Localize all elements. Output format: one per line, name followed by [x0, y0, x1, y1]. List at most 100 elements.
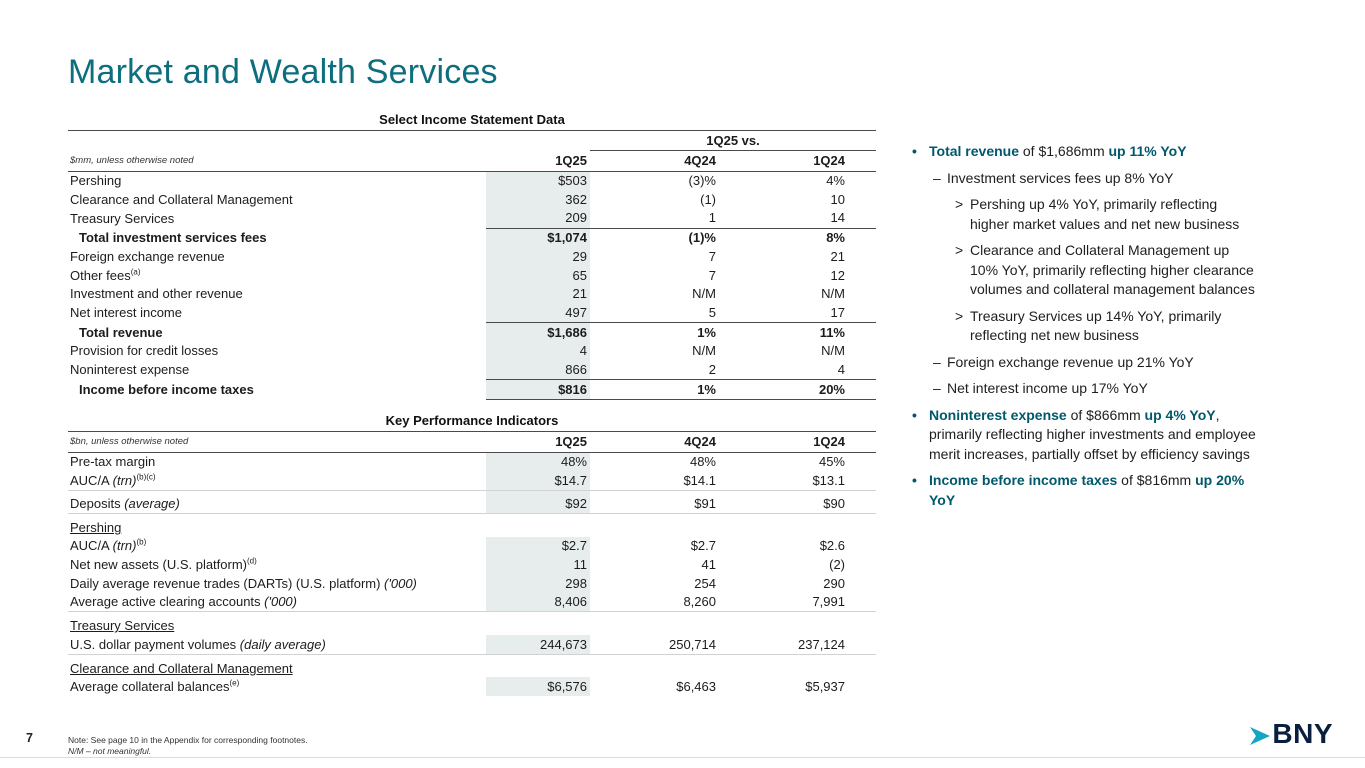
- row-label: Net interest income: [70, 305, 182, 321]
- footnote-ref: (a): [130, 267, 141, 277]
- col-header-1q25: 1Q25: [486, 431, 590, 453]
- income-table-title: Select Income Statement Data: [379, 112, 565, 127]
- value-4q24: (1)%: [590, 227, 716, 248]
- vs-header-row: 1Q25 vs.: [68, 130, 876, 151]
- value-4q24: 48%: [689, 454, 716, 470]
- bullet-text: Income before income taxes of $816mm up …: [929, 472, 1245, 508]
- commentary-panel: • Total revenue of $1,686mm up 11% YoY –…: [912, 142, 1256, 517]
- bullet-text: Net interest income up 17% YoY: [947, 380, 1148, 396]
- bullet-marker: •: [912, 472, 917, 488]
- row-label: Pre-tax margin: [70, 454, 156, 470]
- value-1q24: 290: [823, 575, 845, 591]
- bullet-marker: –: [933, 380, 941, 396]
- value-1q24: 14: [830, 210, 845, 226]
- column-header-row: $mm, unless otherwise noted 1Q25 4Q24 1Q…: [68, 150, 876, 172]
- row-label: Total revenue: [79, 324, 163, 340]
- value-1q25: $503: [486, 171, 590, 191]
- col-header-1q25: 1Q25: [486, 150, 590, 172]
- bullet-item: > Pershing up 4% YoY, primarily reflecti…: [912, 195, 1256, 234]
- value-1q25: $2.7: [486, 536, 590, 556]
- row-label: Net new assets (U.S. platform)(d): [70, 556, 257, 572]
- bullet-item: • Noninterest expense of $866mm up 4% Yo…: [912, 406, 1256, 465]
- value-1q25: 8,406: [486, 592, 590, 612]
- footnote-line-1: Note: See page 10 in the Appendix for co…: [68, 735, 308, 745]
- table-row: Clearance and Collateral Management 362 …: [68, 190, 876, 209]
- col-header-4q24: 4Q24: [590, 431, 716, 453]
- bullet-marker: >: [955, 307, 964, 324]
- table-row: AUC/A (trn)(b) $2.7 $2.7 $2.6: [68, 536, 876, 556]
- value-1q25: 298: [486, 574, 590, 593]
- value-4q24: 2: [708, 361, 716, 377]
- value-1q25: $14.7: [486, 471, 590, 491]
- value-4q24: 1%: [590, 379, 716, 400]
- table-row: Treasury Services 209 1 14: [68, 208, 876, 229]
- table-row: Pre-tax margin 48% 48% 45%: [68, 452, 876, 472]
- value-1q24: 20%: [716, 379, 876, 400]
- bny-logo: BNY: [1249, 718, 1333, 750]
- table-row: Deposits (average) $92 $91 $90: [68, 490, 876, 514]
- value-1q25: 362: [486, 190, 590, 209]
- table-row: Net interest income 497 5 17: [68, 303, 876, 323]
- group-header-label: Treasury Services: [68, 611, 876, 635]
- footnote-ref: (e): [229, 678, 240, 688]
- value-4q24: 8,260: [683, 594, 716, 610]
- table-row: Foreign exchange revenue 29 7 21: [68, 247, 876, 266]
- table-row: U.S. dollar payment volumes (daily avera…: [68, 634, 876, 655]
- value-4q24: $2.7: [690, 538, 716, 554]
- footnote-ref: (b): [136, 537, 147, 547]
- spacer-cell: [486, 131, 590, 151]
- value-1q25: $1,686: [486, 321, 590, 342]
- spacer-cell: [68, 131, 486, 151]
- value-4q24: 7: [708, 267, 716, 283]
- value-1q24: $13.1: [812, 473, 845, 489]
- value-1q24: 11%: [716, 321, 876, 342]
- bullet-text: Investment services fees up 8% YoY: [947, 169, 1174, 186]
- table-row: Net new assets (U.S. platform)(d) 11 41 …: [68, 555, 876, 575]
- bullet-marker: •: [912, 143, 917, 159]
- unit-note: $mm, unless otherwise noted: [68, 150, 486, 172]
- bullet-item: – Net interest income up 17% YoY: [912, 379, 1256, 399]
- value-4q24: $14.1: [683, 473, 716, 489]
- row-label: Investment and other revenue: [70, 286, 243, 302]
- value-1q24: 4: [837, 361, 845, 377]
- table-row: Pershing $503 (3)% 4%: [68, 171, 876, 191]
- bullet-item: • Income before income taxes of $816mm u…: [912, 471, 1256, 510]
- value-1q25: 209: [486, 208, 590, 229]
- bullet-marker: >: [955, 242, 964, 258]
- row-label: AUC/A (trn)(b)(c): [70, 472, 156, 489]
- group-header-row: Clearance and Collateral Management: [68, 653, 876, 678]
- value-4q24: $91: [590, 490, 716, 514]
- value-1q24: 237,124: [798, 636, 845, 652]
- row-label: Provision for credit losses: [70, 343, 219, 359]
- bullet-item: > Clearance and Collateral Management up…: [912, 241, 1256, 300]
- table-row-total: Total investment services fees $1,074 (1…: [68, 227, 876, 248]
- group-header-row: Pershing: [68, 513, 876, 537]
- row-label: Noninterest expense: [70, 362, 190, 378]
- value-1q25: 866: [486, 360, 590, 380]
- row-label: AUC/A (trn)(b): [70, 537, 147, 554]
- page-title: Market and Wealth Services: [68, 53, 498, 91]
- value-1q24: $90: [716, 490, 876, 514]
- row-label: Other fees(a): [70, 267, 141, 283]
- bullet-marker: •: [912, 406, 917, 423]
- value-1q24: N/M: [821, 343, 845, 359]
- value-4q24: 7: [708, 248, 716, 264]
- value-1q25: $1,074: [486, 227, 590, 248]
- footnotes: Note: See page 10 in the Appendix for co…: [68, 735, 308, 756]
- value-4q24: N/M: [692, 343, 716, 359]
- bullet-item: • Total revenue of $1,686mm up 11% YoY: [912, 142, 1256, 162]
- value-1q24: N/M: [821, 286, 845, 302]
- row-label: U.S. dollar payment volumes (daily avera…: [70, 636, 326, 652]
- row-label: Deposits (average): [68, 490, 486, 514]
- kpi-table-title: Key Performance Indicators: [385, 412, 559, 428]
- table-row: Daily average revenue trades (DARTs) (U.…: [68, 574, 876, 593]
- bullet-text: Total revenue of $1,686mm up 11% YoY: [929, 143, 1187, 159]
- col-header-1q24: 1Q24: [716, 150, 876, 172]
- row-label: Income before income taxes: [79, 382, 254, 398]
- kpi-table: $bn, unless otherwise noted 1Q25 4Q24 1Q…: [68, 430, 876, 696]
- value-4q24: 41: [701, 557, 716, 572]
- bullet-text: Treasury Services up 14% YoY, primarily …: [970, 307, 1222, 344]
- table-row: Other fees(a) 65 7 12: [68, 265, 876, 285]
- value-1q24: 12: [830, 267, 845, 283]
- income-statement-table: 1Q25 vs. $mm, unless otherwise noted 1Q2…: [68, 130, 876, 400]
